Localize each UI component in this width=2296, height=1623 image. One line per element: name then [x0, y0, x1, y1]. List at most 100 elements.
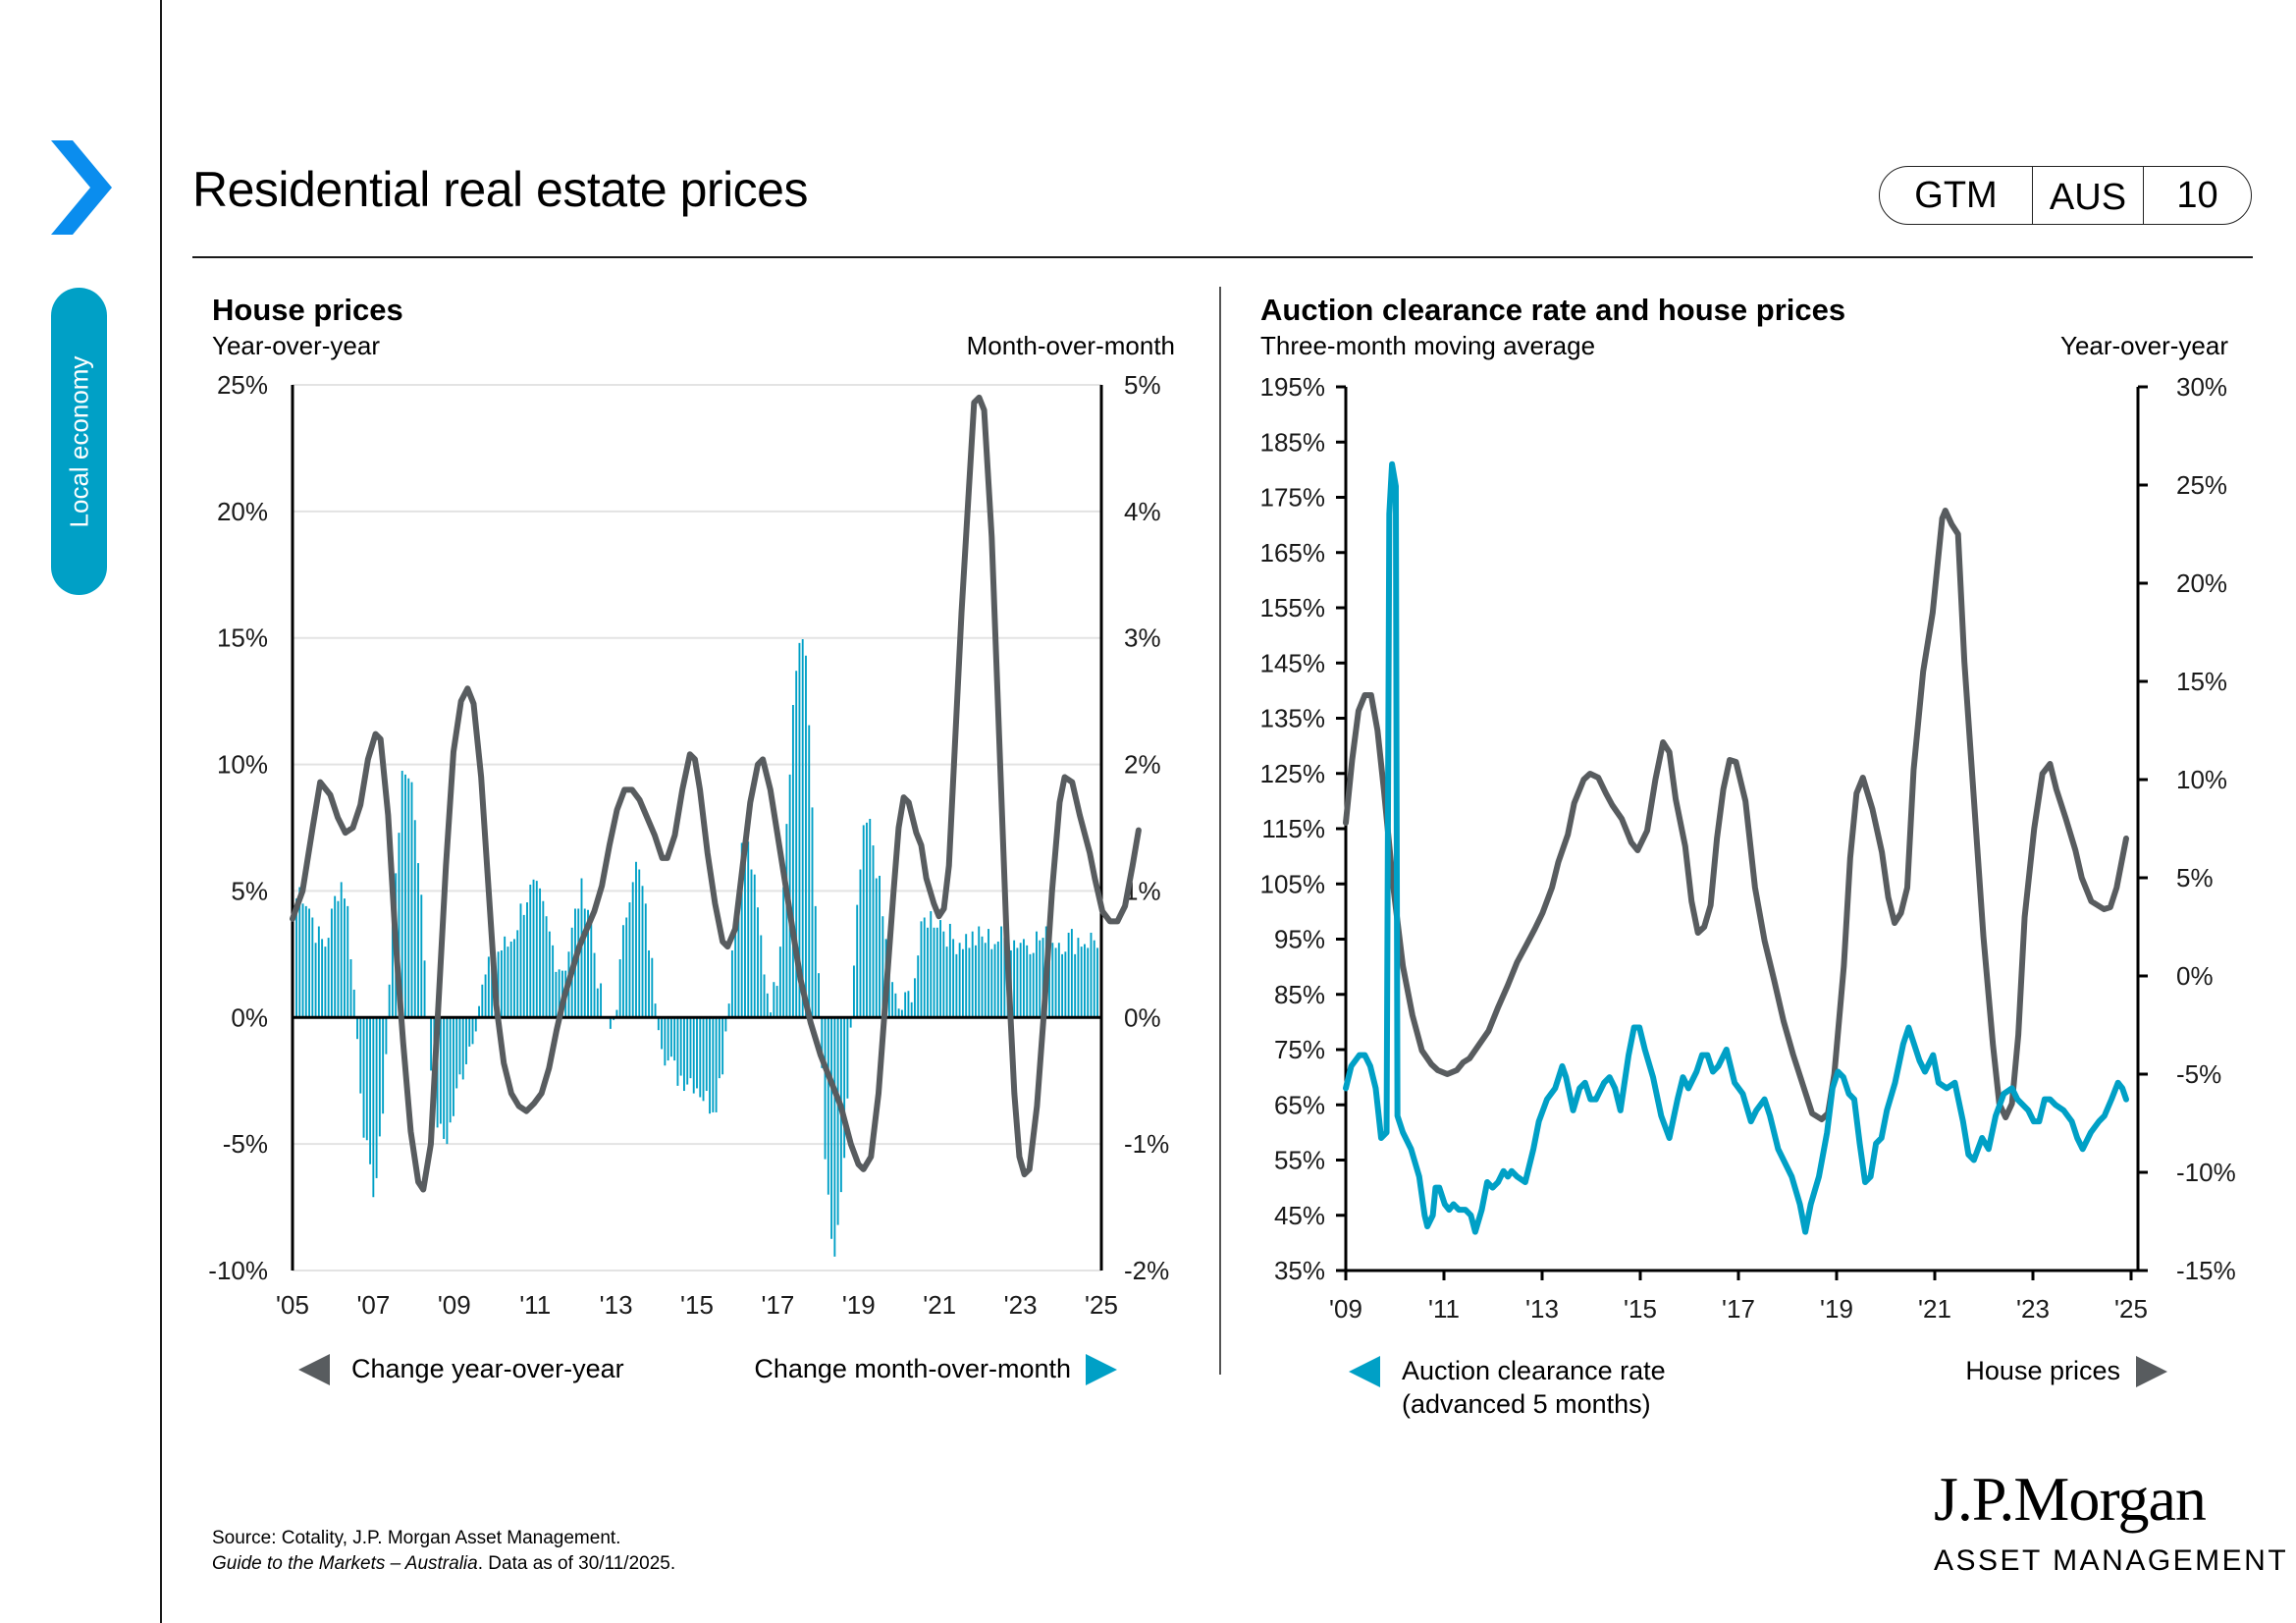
mom-bar: [821, 1017, 824, 1068]
mom-bar: [833, 1017, 836, 1257]
mom-bar: [1041, 938, 1044, 1018]
right-chart-title: Auction clearance rate and house prices: [1260, 293, 1846, 327]
mom-bar: [347, 905, 349, 1018]
y-left-tick-label: 75%: [1274, 1035, 1325, 1064]
mom-bar: [961, 948, 964, 1018]
badge-page-number: 10: [2176, 174, 2218, 216]
mom-bar: [452, 1017, 454, 1116]
mom-bar: [382, 1017, 385, 1114]
page-title: Residential real estate prices: [192, 162, 809, 217]
mom-bar: [958, 943, 961, 1018]
mom-bar: [824, 1017, 827, 1160]
mom-bar: [920, 921, 923, 1018]
mom-bar: [990, 948, 993, 1018]
mom-bar: [609, 1017, 612, 1029]
mom-bar: [317, 926, 320, 1018]
mom-bar: [1087, 947, 1090, 1018]
mom-bar: [981, 936, 984, 1018]
right-chart-left-axis-label: Three-month moving average: [1260, 331, 1596, 360]
mom-bar: [879, 875, 881, 1018]
y-right-tick-label: -5%: [2176, 1059, 2221, 1089]
mom-bar: [1054, 947, 1057, 1018]
logo-jpmorgan: J.P.Morgan: [1934, 1464, 2207, 1534]
mom-bar: [558, 969, 561, 1018]
mom-bar: [894, 993, 897, 1018]
mom-bar: [474, 1017, 477, 1032]
y-right-tick-label: 3%: [1124, 623, 1161, 653]
mom-bar: [1003, 938, 1006, 1018]
mom-bar: [933, 927, 935, 1018]
mom-bar: [618, 959, 621, 1018]
mom-bar: [583, 908, 586, 1018]
mom-bar: [891, 982, 894, 1018]
mom-bar: [327, 938, 330, 1018]
mom-bar: [484, 974, 487, 1018]
mom-bar: [699, 1017, 702, 1098]
x-tick-label: '23: [1004, 1290, 1038, 1320]
mom-bar: [907, 991, 910, 1018]
logo-asset-management: ASSET MANAGEMENT: [1934, 1544, 2289, 1577]
mom-bar: [753, 874, 756, 1018]
mom-bar: [770, 1012, 773, 1018]
section-tab-local-economy[interactable]: Local economy: [51, 288, 107, 595]
mom-bar: [1048, 951, 1050, 1018]
mom-bar: [856, 904, 859, 1018]
y-left-tick-label: -10%: [208, 1256, 268, 1285]
mom-bar: [667, 1017, 669, 1061]
x-tick-label: '15: [680, 1290, 714, 1320]
x-tick-label: '19: [1820, 1294, 1853, 1324]
mom-bar: [866, 822, 868, 1018]
source-note: Source: Cotality, J.P. Morgan Asset Mana…: [212, 1526, 675, 1577]
mom-bar: [869, 818, 872, 1018]
mom-bar: [757, 907, 759, 1018]
mom-bar: [1074, 953, 1077, 1018]
mom-bar: [1061, 953, 1064, 1018]
mom-bar: [532, 879, 535, 1018]
mom-bar: [791, 705, 794, 1018]
mom-bar: [872, 845, 875, 1018]
mom-bar: [785, 824, 788, 1018]
mom-bar: [696, 1017, 698, 1089]
mom-bar: [750, 869, 753, 1018]
y-right-tick-label: 10%: [2176, 765, 2227, 794]
mom-bar: [1026, 945, 1029, 1018]
y-left-tick-label: 125%: [1260, 759, 1326, 788]
mom-bar: [881, 916, 884, 1018]
mom-bar: [887, 971, 890, 1018]
mom-bar: [923, 917, 926, 1018]
mom-bar: [664, 1017, 667, 1066]
legend-arrow-right-icon: [2136, 1356, 2167, 1387]
mom-bar: [948, 923, 951, 1018]
mom-bar: [988, 929, 989, 1018]
y-right-tick-label: 5%: [1124, 370, 1161, 400]
mom-bar: [1036, 931, 1038, 1018]
x-tick-label: '13: [1525, 1294, 1559, 1324]
x-tick-label: '19: [842, 1290, 876, 1320]
y-left-tick-label: 35%: [1274, 1256, 1325, 1285]
mom-bar: [344, 898, 346, 1018]
mom-bar: [910, 1001, 913, 1018]
mom-bar: [978, 926, 981, 1018]
mom-bar: [487, 956, 490, 1018]
mom-bar: [727, 1003, 730, 1018]
mom-bar: [900, 1009, 903, 1018]
mom-bar: [628, 902, 631, 1018]
mom-bar: [600, 983, 603, 1018]
mom-bar: [587, 909, 589, 1018]
mom-bar: [875, 878, 878, 1018]
mom-bar: [679, 1017, 682, 1076]
mom-bar: [734, 913, 737, 1018]
mom-bar: [830, 1017, 833, 1239]
mom-bar: [1057, 943, 1060, 1018]
mom-bar: [522, 914, 525, 1018]
mom-bar: [526, 902, 528, 1018]
mom-bar: [321, 939, 324, 1018]
y-left-tick-label: 145%: [1260, 648, 1326, 677]
chevron-right-icon[interactable]: [43, 140, 118, 235]
mom-bar: [661, 1017, 664, 1050]
x-tick-label: '09: [1329, 1294, 1362, 1324]
mom-bar: [400, 771, 403, 1018]
mom-bar: [507, 947, 509, 1018]
left-chart-left-axis-label: Year-over-year: [212, 331, 381, 360]
